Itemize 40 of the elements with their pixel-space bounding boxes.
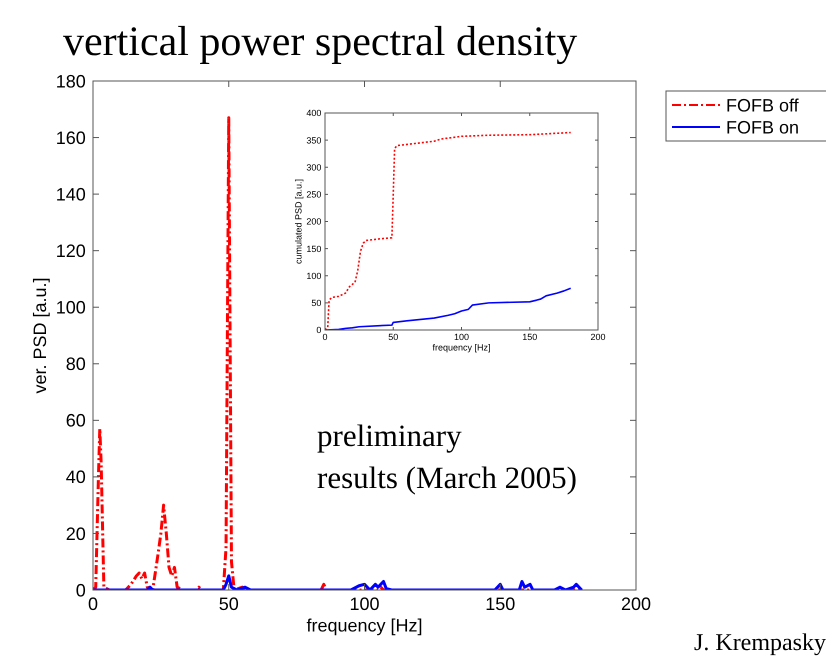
line-series [325,132,572,330]
y-tick-label: 150 [306,244,322,254]
y-tick-label: 20 [66,524,86,544]
legend-label: FOFB off [726,95,800,116]
x-tick-label: 0 [322,332,328,342]
y-tick-label: 200 [306,216,322,227]
x-tick-label: 200 [590,332,606,342]
y-tick-label: 80 [66,354,86,374]
line-series [325,287,572,330]
y-tick-label: 0 [76,580,86,600]
x-tick-label: 100 [349,594,380,614]
y-tick-label: 250 [306,190,322,200]
y-tick-label: 140 [56,184,86,204]
y-tick-label: 180 [56,71,86,92]
y-tick-label: 100 [306,270,322,281]
x-tick-label: 200 [620,594,652,614]
y-tick-label: 400 [306,108,322,118]
x-tick-label: 150 [485,594,516,614]
y-tick-label: 0 [316,325,322,336]
y-tick-label: 40 [66,467,86,488]
y-tick-label: 350 [306,135,322,146]
x-tick-label: 100 [454,332,470,342]
x-axis-title: frequency [Hz] [306,615,423,636]
y-axis-title: cumulated PSD [a.u.] [294,178,304,264]
text: J. Krempasky [694,630,826,656]
y-tick-label: 300 [306,162,322,172]
legend-label: FOFB on [726,117,800,138]
y-tick-label: 60 [66,410,86,431]
annotation: preliminary results (March 2005) [317,418,577,495]
x-tick-label: 50 [218,594,239,614]
y-tick-label: 50 [311,298,322,308]
x-axis-title: frequency [Hz] [432,342,491,353]
chart-title: vertical power spectral density [63,19,578,65]
x-tick-label: 0 [88,594,98,614]
x-tick-label: 150 [522,332,538,342]
y-tick-label: 160 [56,128,86,148]
y-tick-label: 120 [56,240,86,261]
x-tick-label: 50 [388,332,398,342]
y-tick-label: 100 [56,298,86,318]
y-axis-title: ver. PSD [a.u.] [30,277,50,394]
